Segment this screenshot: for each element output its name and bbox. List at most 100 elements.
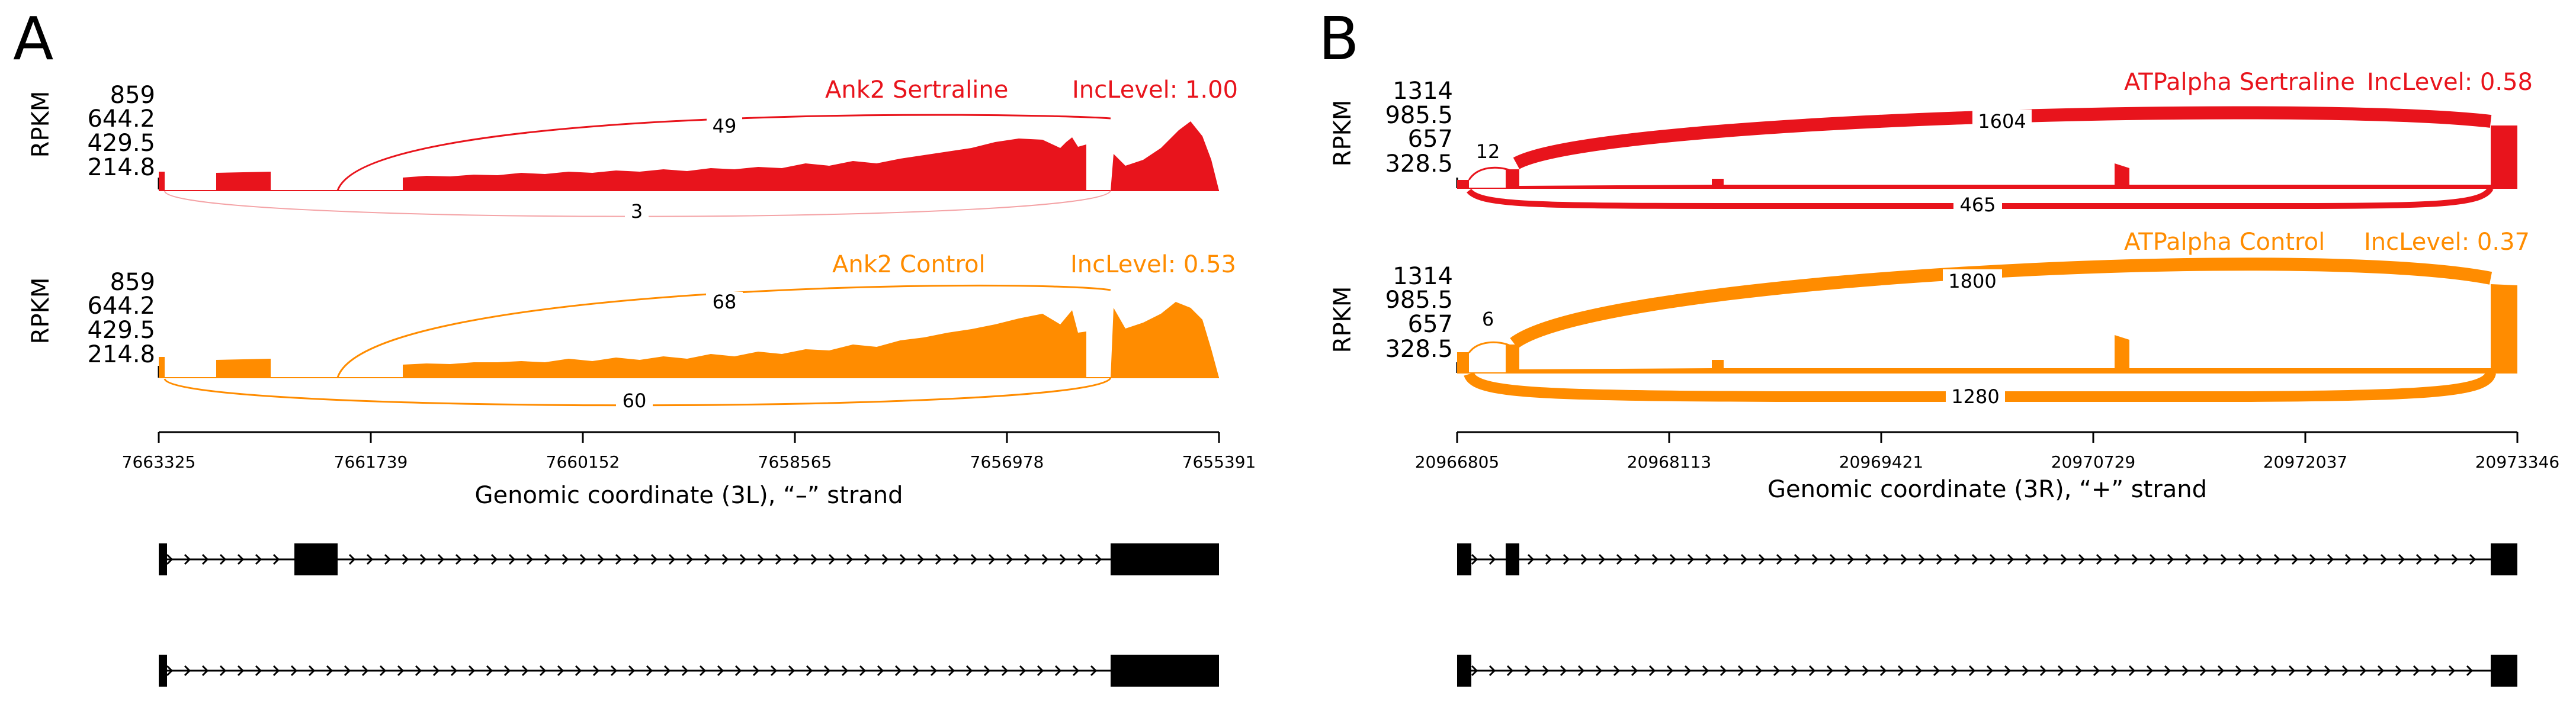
ytick-a-c-3: 214.8 — [87, 341, 155, 368]
intron-chevrons-a-2 — [166, 665, 1098, 677]
junction-arc-b-sertraline-above — [1513, 106, 2492, 169]
xtick-label-b-0: 20966805 — [1415, 452, 1500, 472]
exon-a-2-first — [159, 655, 167, 687]
ytick-b-s-3: 328.5 — [1385, 150, 1453, 178]
ytick-a-c-1: 644.2 — [87, 292, 155, 320]
panel-letter-a: A — [13, 4, 53, 73]
ytick-a-s-0: 859 — [110, 82, 155, 109]
track-a-sertraline: Ank2 Sertraline IncLevel: 1.00 RPKM 859 … — [27, 76, 1238, 223]
coverage-b-sertraline — [1457, 125, 2517, 188]
track-a-control: Ank2 Control IncLevel: 0.53 RPKM 859 644… — [27, 251, 1236, 412]
ytick-b-c-1: 985.5 — [1385, 286, 1453, 314]
junction-label-bg-b-c-1800 — [1943, 269, 2002, 293]
junction-count-b-sertraline-above: 1604 — [1978, 110, 2026, 133]
ylabel-b-sertraline: RPKM — [1329, 100, 1356, 167]
panel-a: A Ank2 Sertraline IncLevel: 1.00 RPKM 85… — [13, 4, 1256, 687]
junction-count-a-control-above: 68 — [713, 291, 737, 313]
junction-arc-a-sertraline-above — [336, 114, 1111, 191]
junction-label-bg-b-s-1604 — [1972, 110, 2032, 133]
ylabel-a-sertraline: RPKM — [27, 91, 54, 158]
junction-label-bg-a-s-3 — [625, 201, 649, 223]
xtick-label-b-4: 20972037 — [2263, 452, 2348, 472]
coverage-a-control — [159, 302, 1219, 378]
ytick-b-s-2: 657 — [1408, 125, 1453, 153]
inc-level-b-sertraline: IncLevel: 0.58 — [2367, 69, 2533, 96]
inc-level-b-control: IncLevel: 0.37 — [2364, 228, 2530, 256]
coverage-a-sertraline — [159, 121, 1219, 191]
junction-arc-b-control-below — [1464, 371, 2496, 402]
exon-b-1-last — [2491, 543, 2517, 575]
junction-count-b-sertraline-below: 465 — [1959, 194, 1996, 216]
intron-chevrons-b-1 — [1471, 553, 2476, 565]
xtick-label-a-0: 7663325 — [122, 452, 196, 472]
junction-arc-b-sertraline-below — [1467, 186, 2494, 209]
xtick-label-a-2: 7660152 — [546, 452, 620, 472]
exon-a-1-last — [1111, 543, 1219, 575]
xtick-label-b-5: 20973346 — [2475, 452, 2560, 472]
ylabel-b-control: RPKM — [1329, 286, 1356, 353]
ytick-b-c-3: 328.5 — [1385, 336, 1453, 363]
junction-label-bg-a-s-49 — [707, 116, 742, 137]
track-b-sertraline: ATPalpha Sertraline IncLevel: 0.58 RPKM … — [1329, 69, 2533, 217]
exon-b-1-first — [1457, 543, 1471, 575]
xlabel-b: Genomic coordinate (3R), “+” strand — [1767, 476, 2207, 503]
junction-label-bg-a-c-60 — [616, 391, 653, 412]
xtick-label-a-5: 7655391 — [1182, 452, 1256, 472]
ytick-b-s-0: 1314 — [1393, 78, 1453, 105]
ytick-a-s-3: 214.8 — [87, 154, 155, 181]
inc-level-a-sertraline: IncLevel: 1.00 — [1072, 76, 1238, 104]
coverage-b-control — [1457, 284, 2517, 373]
xlabel-a: Genomic coordinate (3L), “–” strand — [474, 482, 903, 509]
gene-model-a-1 — [159, 543, 1219, 575]
series-name-a-control: Ank2 Control — [832, 251, 986, 278]
inc-level-a-control: IncLevel: 0.53 — [1070, 251, 1236, 278]
gene-model-b-2 — [1457, 655, 2517, 687]
xtick-label-a-1: 7661739 — [334, 452, 408, 472]
junction-count-a-sertraline-below: 3 — [631, 200, 643, 223]
exon-a-1-first — [159, 543, 167, 575]
junction-label-bg-b-c-1280 — [1946, 385, 2005, 408]
panel-b: B ATPalpha Sertraline IncLevel: 0.58 RPK… — [1319, 4, 2559, 687]
exon-a-1-cassette — [294, 543, 338, 575]
junction-label-bg-a-c-68 — [706, 292, 743, 313]
junction-arc-b-sertraline-small — [1468, 166, 1511, 181]
track-b-control: ATPalpha Control IncLevel: 0.37 RPKM 131… — [1329, 228, 2530, 408]
ylabel-a-control: RPKM — [27, 278, 54, 345]
xtick-label-a-3: 7658565 — [758, 452, 832, 472]
junction-arc-b-control-above — [1510, 257, 2492, 349]
ytick-b-s-1: 985.5 — [1385, 102, 1453, 129]
intron-chevrons-b-2 — [1471, 665, 2474, 677]
ytick-b-c-0: 1314 — [1393, 263, 1453, 290]
ytick-b-c-2: 657 — [1408, 311, 1453, 338]
junction-count-b-control-above: 1800 — [1948, 270, 1996, 292]
gene-model-b-1 — [1457, 543, 2517, 575]
series-name-a-sertraline: Ank2 Sertraline — [825, 76, 1008, 104]
xtick-label-b-1: 20968113 — [1627, 452, 1712, 472]
junction-count-b-control-below: 1280 — [1951, 385, 1999, 408]
gene-model-a-2 — [159, 655, 1219, 687]
exon-b-1-cassette — [1506, 543, 1519, 575]
junction-count-a-control-below: 60 — [623, 389, 647, 412]
junction-count-b-sertraline-small: 12 — [1476, 140, 1500, 163]
ytick-a-c-2: 429.5 — [87, 317, 155, 344]
xtick-label-b-2: 20969421 — [1839, 452, 1924, 472]
xtick-label-a-4: 7656978 — [970, 452, 1044, 472]
junction-arc-b-control-small — [1468, 341, 1511, 353]
junction-count-a-sertraline-above: 49 — [713, 115, 737, 137]
exon-b-2-last — [2491, 655, 2517, 687]
series-name-b-control: ATPalpha Control — [2124, 228, 2325, 256]
exon-b-2-first — [1457, 655, 1471, 687]
junction-label-bg-b-s-465 — [1953, 193, 2002, 217]
intron-chevrons-a-1 — [166, 553, 1102, 565]
x-axis-b: 20966805 20968113 20969421 20970729 2097… — [1415, 431, 2560, 503]
series-name-b-sertraline: ATPalpha Sertraline — [2124, 69, 2355, 96]
x-axis-a: 7663325 7661739 7660152 7658565 7656978 … — [122, 431, 1256, 509]
ytick-a-s-2: 429.5 — [87, 130, 155, 157]
exon-a-2-last — [1111, 655, 1219, 687]
ytick-a-s-1: 644.2 — [87, 105, 155, 133]
panel-letter-b: B — [1319, 4, 1359, 73]
junction-count-b-control-small: 6 — [1482, 308, 1494, 330]
xtick-label-b-3: 20970729 — [2051, 452, 2136, 472]
ytick-a-c-0: 859 — [110, 269, 155, 296]
